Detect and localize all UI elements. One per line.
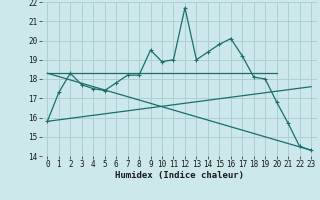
X-axis label: Humidex (Indice chaleur): Humidex (Indice chaleur) [115,171,244,180]
